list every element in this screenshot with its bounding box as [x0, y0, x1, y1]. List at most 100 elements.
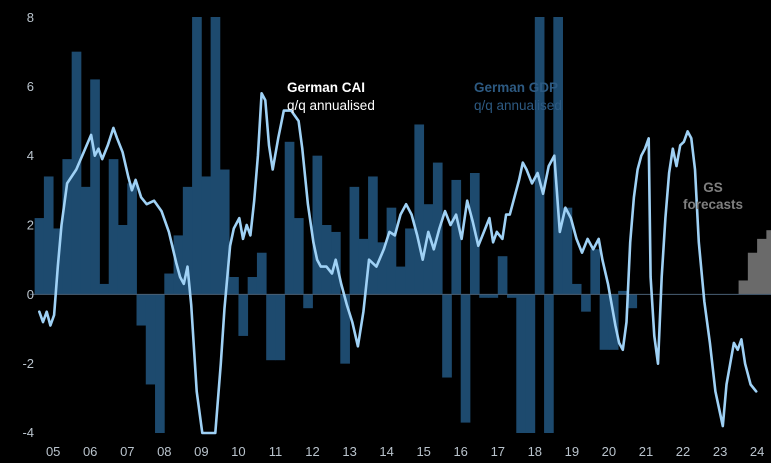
gdp-bar-40 [405, 228, 415, 295]
gdp-bar-1 [43, 176, 54, 295]
gdp-bar-50 [497, 256, 508, 295]
gdp-bar-48 [479, 294, 489, 298]
gdp-bar-45 [451, 179, 462, 295]
cai-label-title: German CAI [287, 80, 365, 95]
gdp-bar-64 [627, 294, 638, 309]
gdp-bar-31 [321, 225, 332, 295]
gdp-bar-28 [293, 218, 304, 295]
cai-line [37, 92, 758, 435]
gdp-bar-3 [62, 159, 73, 295]
x-tick-label: 14 [379, 444, 393, 459]
x-tick-label: 15 [416, 444, 430, 459]
x-tick-label: 18 [528, 444, 542, 459]
gdp-bar-46 [460, 294, 471, 423]
gdp-bar-18 [201, 176, 212, 295]
gdp-bar-21 [229, 277, 239, 295]
gdp-bar-4 [71, 51, 82, 295]
gdp-bar-8 [108, 159, 119, 295]
gdp-bar-9 [117, 225, 128, 295]
x-tick-label: 09 [194, 444, 208, 459]
gdp-bar-19 [210, 17, 221, 295]
cai-line-layer [37, 92, 758, 435]
x-axis-ticks: 05 06 07 08 09 10 11 12 13 14 15 16 17 18 19 20 21 22 23 24 [46, 444, 764, 459]
y-axis-ticks: 8 6 4 2 0 -2 -4 [22, 10, 34, 440]
x-tick-label: 17 [491, 444, 505, 459]
gdp-bar-44 [442, 294, 452, 378]
gdp-bar-60 [590, 249, 601, 295]
gdp-bar-24 [256, 252, 267, 295]
gdp-bar-23 [247, 277, 258, 295]
gdp-bar-55 [544, 294, 554, 433]
gdp-bar-38 [386, 207, 397, 295]
gdp-bar-22 [238, 294, 249, 336]
gdp-bar-58 [571, 283, 582, 295]
gdp-bar-26 [275, 294, 286, 361]
y-tick-label: 0 [27, 287, 34, 302]
gdp-bar-13 [155, 294, 165, 433]
gdp-bar-34 [349, 186, 360, 295]
gdp-bar-51 [507, 294, 517, 298]
gdp-bar-36 [368, 176, 378, 295]
gdp-bar-41 [414, 124, 425, 295]
x-tick-label: 16 [453, 444, 467, 459]
gdp-bar-61 [599, 294, 610, 350]
gdp-bar-33 [340, 294, 350, 364]
gdp-bar-27 [284, 141, 295, 295]
x-tick-label: 08 [157, 444, 171, 459]
y-tick-label: -2 [22, 356, 34, 371]
gdp-bars [34, 17, 638, 433]
gdp-label-subtitle: q/q annualised [474, 98, 562, 113]
gdp-bar-52 [516, 294, 526, 433]
x-tick-label: 20 [602, 444, 616, 459]
gdp-bar-43 [432, 162, 443, 295]
gdp-bar-0 [34, 218, 45, 295]
x-tick-label: 07 [120, 444, 134, 459]
gdp-bar-35 [358, 238, 369, 295]
x-tick-label: 19 [565, 444, 579, 459]
gdp-bar-29 [303, 294, 313, 309]
y-tick-label: -4 [22, 425, 34, 440]
forecast-bars [738, 230, 771, 295]
gdp-bar-11 [136, 294, 147, 326]
cai-label-subtitle: q/q annualised [287, 98, 375, 113]
gdp-bar-59 [581, 294, 591, 312]
forecast-label-line2: forecasts [683, 197, 743, 212]
gdp-bar-14 [164, 273, 174, 295]
forecast-bar-3 [766, 230, 771, 295]
gdp-bar-15 [173, 235, 184, 295]
x-tick-label: 06 [83, 444, 97, 459]
gdp-bar-63 [618, 290, 628, 295]
gdp-bar-20 [219, 169, 230, 295]
gdp-bar-56 [553, 17, 563, 295]
gdp-bar-25 [266, 294, 276, 361]
forecast-bar-1 [747, 252, 758, 295]
gdp-bar-30 [312, 155, 323, 295]
x-tick-label: 12 [305, 444, 319, 459]
y-tick-label: 6 [27, 79, 34, 94]
y-tick-label: 2 [27, 218, 34, 233]
y-tick-label: 8 [27, 10, 34, 25]
gdp-bar-37 [377, 242, 387, 295]
gdp-bar-7 [99, 283, 110, 295]
gdp-bar-54 [534, 17, 545, 295]
gdp-bar-10 [127, 183, 137, 295]
x-tick-label: 23 [713, 444, 727, 459]
gdp-bar-57 [562, 207, 573, 295]
forecast-bar-2 [757, 238, 767, 295]
forecast-label-line1: GS [703, 180, 723, 195]
gdp-bar-17 [192, 17, 202, 295]
x-tick-label: 22 [676, 444, 690, 459]
x-tick-label: 05 [46, 444, 60, 459]
gdp-bar-6 [90, 79, 100, 295]
y-tick-label: 4 [27, 148, 34, 163]
gdp-bar-39 [395, 266, 406, 295]
gdp-bar-12 [145, 294, 156, 385]
x-tick-label: 13 [342, 444, 356, 459]
gdp-bar-16 [182, 186, 193, 295]
gdp-bar-49 [488, 294, 499, 298]
gdp-bar-5 [80, 186, 91, 295]
x-tick-label: 24 [750, 444, 764, 459]
x-tick-label: 11 [269, 444, 283, 459]
gdp-label-title: German GDP [474, 80, 558, 95]
